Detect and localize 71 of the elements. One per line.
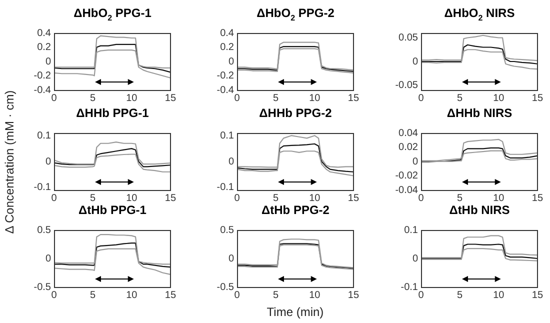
y-tick-label: 0.1 <box>404 224 418 236</box>
y-tick-label: 0.1 <box>220 130 234 142</box>
y-tick-label: 0 <box>412 253 418 264</box>
x-tick-label: 10 <box>493 290 505 301</box>
y-tick-label: -0.5 <box>34 282 52 293</box>
chart-title: ΔHHb PPG-2 <box>258 106 333 120</box>
y-tick-label: -0.4 <box>34 84 52 96</box>
y-tick-label: 0.04 <box>398 128 418 139</box>
y-tick-label: 0 <box>45 253 52 264</box>
chart-title: ΔtHb NIRS <box>448 203 511 217</box>
x-tick-label: 15 <box>164 92 176 104</box>
y-tick-label: 0 <box>45 156 52 168</box>
x-tick-label: 5 <box>273 192 280 204</box>
y-tick-label: -0.4 <box>216 84 234 96</box>
chart-title: ΔtHb PPG-1 <box>78 203 148 217</box>
x-tick-label: 15 <box>164 290 176 301</box>
y-tick-label: 0 <box>228 156 234 168</box>
chart-title: ΔHbO$_{2}$ PPG-2 <box>256 6 336 22</box>
x-tick-label: 10 <box>309 92 321 104</box>
x-tick-label: 10 <box>309 192 321 204</box>
y-tick-label: -0.04 <box>395 184 418 196</box>
x-tick-label: 10 <box>126 92 138 104</box>
chart-title: ΔHbO$_{2}$ PPG-1 <box>72 6 152 22</box>
y-tick-label: -0.02 <box>395 170 418 182</box>
x-tick-label: 15 <box>164 192 176 204</box>
x-tick-label: 15 <box>348 92 360 104</box>
x-tick-label: 5 <box>273 92 280 104</box>
x-tick-label: 15 <box>532 192 544 204</box>
x-tick-label: 5 <box>457 92 464 104</box>
y-tick-label: 0 <box>228 253 234 264</box>
y-tick-label: -0.1 <box>216 182 234 194</box>
y-tick-label: 0 <box>412 56 418 68</box>
y-tick-label: -0.05 <box>395 80 418 91</box>
y-tick-label: 0.5 <box>37 224 52 236</box>
y-tick-label: 0.2 <box>37 42 52 53</box>
x-tick-label: 5 <box>457 192 464 204</box>
x-axis-title: Time (min) <box>266 305 324 319</box>
y-tick-label: 0 <box>45 56 52 68</box>
x-tick-label: 5 <box>457 290 464 301</box>
y-tick-label: 0.05 <box>398 32 418 44</box>
x-tick-label: 5 <box>90 192 96 204</box>
y-tick-label: -0.2 <box>216 70 234 82</box>
y-tick-label: 0.5 <box>220 224 234 236</box>
y-axis-title: Δ Concentration (mM · cm) <box>2 90 16 234</box>
x-tick-label: 15 <box>348 290 360 301</box>
y-tick-label: 0.1 <box>37 130 52 142</box>
y-tick-label: 0.02 <box>398 142 418 153</box>
chart-title: ΔHHb PPG-1 <box>75 106 150 120</box>
y-tick-label: 0.4 <box>220 28 234 39</box>
y-tick-label: 0 <box>412 156 418 168</box>
y-tick-label: -0.5 <box>216 282 234 293</box>
x-tick-label: 10 <box>126 192 138 204</box>
x-tick-label: 15 <box>532 290 544 301</box>
y-tick-label: -0.1 <box>400 282 418 293</box>
x-tick-label: 5 <box>90 290 96 301</box>
y-tick-label: -0.2 <box>34 70 52 82</box>
y-tick-label: 0 <box>228 56 234 68</box>
x-tick-label: 10 <box>493 192 505 204</box>
x-tick-label: 10 <box>126 290 138 301</box>
y-tick-label: -0.1 <box>34 182 52 194</box>
y-tick-label: 0.2 <box>220 42 234 53</box>
x-tick-label: 5 <box>90 92 96 104</box>
x-tick-label: 15 <box>348 192 360 204</box>
chart-title: ΔHbO$_{2}$ NIRS <box>443 6 516 22</box>
chart-title: ΔtHb PPG-2 <box>260 203 330 217</box>
x-tick-label: 5 <box>273 290 280 301</box>
x-tick-label: 10 <box>493 92 505 104</box>
x-tick-label: 10 <box>309 290 321 301</box>
chart-title: ΔHHb NIRS <box>446 106 514 120</box>
x-tick-label: 15 <box>532 92 544 104</box>
y-tick-label: 0.4 <box>37 28 52 39</box>
